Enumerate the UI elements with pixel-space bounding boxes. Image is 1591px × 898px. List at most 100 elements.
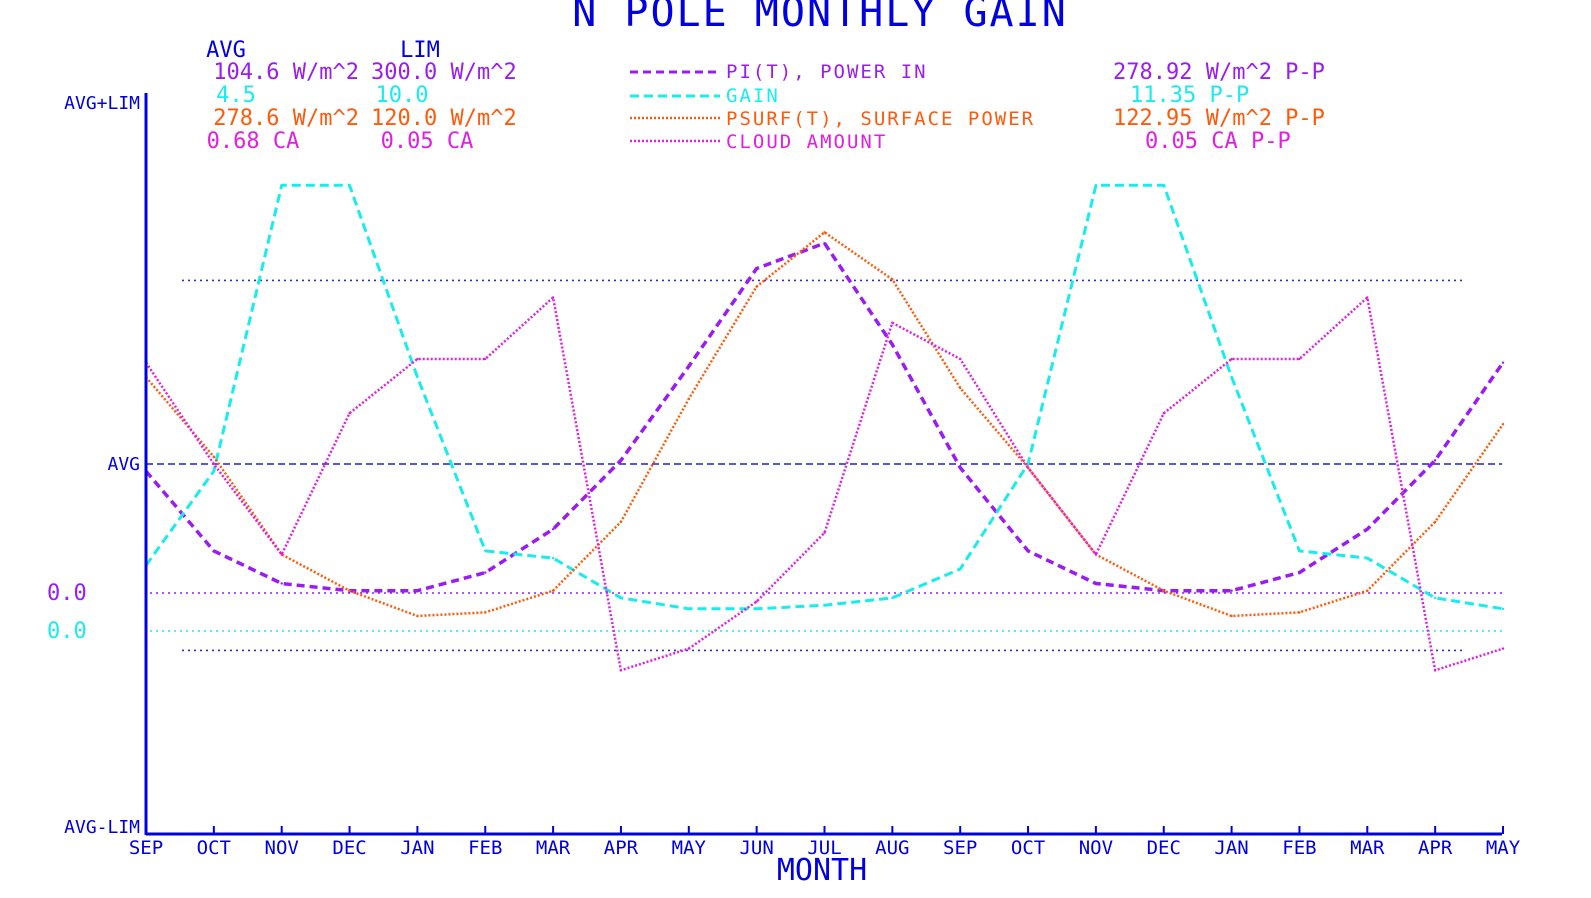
- stat-gain-pp: 11.35 P-P: [1130, 83, 1249, 108]
- point-psurf-10: [823, 231, 826, 234]
- point-psurf-3: [348, 589, 351, 592]
- point-gain-5: [484, 549, 487, 553]
- x-tick-label-2: NOV: [265, 837, 299, 859]
- point-gain-16: [1230, 375, 1233, 379]
- point-pin-13: [1026, 549, 1030, 553]
- chart-title: N POLE MONTHLY GAIN: [572, 0, 1068, 36]
- x-tick-label-13: OCT: [1011, 837, 1045, 859]
- x-tick-label-9: JUN: [739, 837, 773, 859]
- point-gain-2: [280, 184, 283, 187]
- point-pin-18: [1366, 527, 1369, 531]
- point-psurf-8: [687, 397, 690, 401]
- x-tick-label-8: MAY: [672, 837, 707, 859]
- zero-label-gain: 0.0: [47, 619, 87, 644]
- x-tick-label-15: DEC: [1147, 837, 1181, 859]
- point-cloud-9: [755, 600, 758, 603]
- legend-label-psurf: PSURF(T), SURFACE POWER: [726, 108, 1035, 130]
- point-gain-3: [348, 184, 351, 187]
- point-pin-16: [1230, 589, 1233, 592]
- x-tick-label-18: MAR: [1350, 837, 1385, 859]
- point-gain-13: [1026, 462, 1030, 466]
- point-cloud-2: [280, 553, 283, 556]
- point-cloud-12: [959, 357, 962, 361]
- reference-lines: [146, 279, 1502, 652]
- point-pin-6: [551, 527, 555, 531]
- legend-label-cloud: CLOUD AMOUNT: [726, 131, 887, 153]
- point-cloud-20: [1501, 647, 1505, 650]
- y-label-top: AVG+LIM: [64, 93, 140, 114]
- x-tick-label-7: APR: [604, 837, 639, 859]
- point-cloud-7: [619, 669, 623, 672]
- stat-pin-lim: 300.0 W/m^2: [371, 60, 517, 85]
- stat-cloud-pp: 0.05 CA P-P: [1145, 129, 1291, 154]
- point-gain-8: [687, 607, 690, 610]
- stat-psurf-lim: 120.0 W/m^2: [371, 106, 517, 131]
- point-pin-9: [755, 267, 758, 270]
- point-cloud-8: [687, 647, 690, 650]
- x-axis-label: MONTH: [777, 853, 867, 888]
- point-pin-19: [1433, 459, 1437, 462]
- stat-cloud-lim: 0.05 CA: [381, 129, 474, 154]
- legend: PI(T), POWER IN GAIN PSURF(T), SURFACE P…: [630, 61, 1035, 153]
- point-psurf-20: [1501, 422, 1505, 426]
- point-psurf-5: [484, 611, 487, 614]
- point-cloud-11: [891, 321, 894, 325]
- point-psurf-7: [619, 520, 623, 524]
- point-pin-4: [416, 589, 419, 592]
- point-cloud-15: [1162, 412, 1165, 415]
- point-psurf-16: [1230, 614, 1233, 618]
- stat-gain-avg: 4.5: [216, 83, 256, 108]
- x-tick-label-10: JUL: [807, 837, 841, 859]
- point-pin-1: [212, 549, 216, 553]
- point-pin-14: [1094, 582, 1098, 585]
- point-cloud-5: [484, 357, 487, 361]
- x-tick-labels: SEP OCT NOV DEC JAN FEB MAR APR MAY JUN JUL AUG SEP O…: [129, 837, 1521, 859]
- point-pin-5: [484, 571, 487, 574]
- series-line-psurf: [145, 231, 1505, 618]
- x-tick-label-12: SEP: [943, 837, 977, 859]
- point-cloud-10: [823, 531, 826, 534]
- point-psurf-9: [755, 285, 758, 288]
- axes: [144, 93, 1504, 836]
- point-gain-11: [891, 596, 894, 600]
- point-pin-2: [280, 582, 283, 585]
- point-pin-10: [823, 241, 826, 245]
- series-line-cloud: [144, 296, 1504, 672]
- point-gain-17: [1298, 549, 1301, 553]
- point-cloud-14: [1094, 553, 1098, 556]
- point-cloud-19: [1433, 669, 1437, 672]
- x-tick-label-0: SEP: [129, 837, 163, 859]
- series-line-pin: [144, 241, 1505, 593]
- point-cloud-16: [1230, 357, 1233, 361]
- point-gain-6: [551, 556, 555, 560]
- point-psurf-17: [1298, 611, 1301, 614]
- x-tick-label-11: AUG: [875, 837, 909, 859]
- point-psurf-11: [891, 278, 894, 281]
- legend-label-gain: GAIN: [726, 85, 780, 107]
- point-psurf-19: [1433, 520, 1437, 524]
- point-gain-12: [959, 567, 962, 571]
- point-gain-15: [1162, 184, 1165, 187]
- point-gain-18: [1366, 556, 1369, 560]
- point-psurf-1: [212, 455, 216, 458]
- stat-psurf-pp: 122.95 W/m^2 P-P: [1113, 106, 1325, 131]
- x-tick-label-19: APR: [1418, 837, 1453, 859]
- point-gain-20: [1501, 607, 1505, 610]
- zero-label-pin: 0.0: [47, 581, 87, 606]
- stat-psurf-avg: 278.6 W/m^2: [213, 106, 359, 131]
- point-psurf-4: [416, 614, 419, 618]
- point-gain-14: [1094, 184, 1098, 187]
- point-psurf-15: [1162, 589, 1165, 592]
- point-gain-4: [416, 375, 419, 379]
- point-pin-7: [619, 459, 623, 462]
- stats-header-lim: LIM: [400, 38, 440, 63]
- point-pin-20: [1501, 361, 1505, 364]
- x-tick-label-1: OCT: [197, 837, 231, 859]
- x-tick-label-17: FEB: [1282, 837, 1316, 859]
- y-label-avg: AVG: [107, 454, 140, 475]
- point-psurf-6: [551, 589, 555, 592]
- point-pin-11: [891, 343, 894, 346]
- point-psurf-12: [959, 386, 962, 390]
- point-gain-19: [1433, 596, 1437, 600]
